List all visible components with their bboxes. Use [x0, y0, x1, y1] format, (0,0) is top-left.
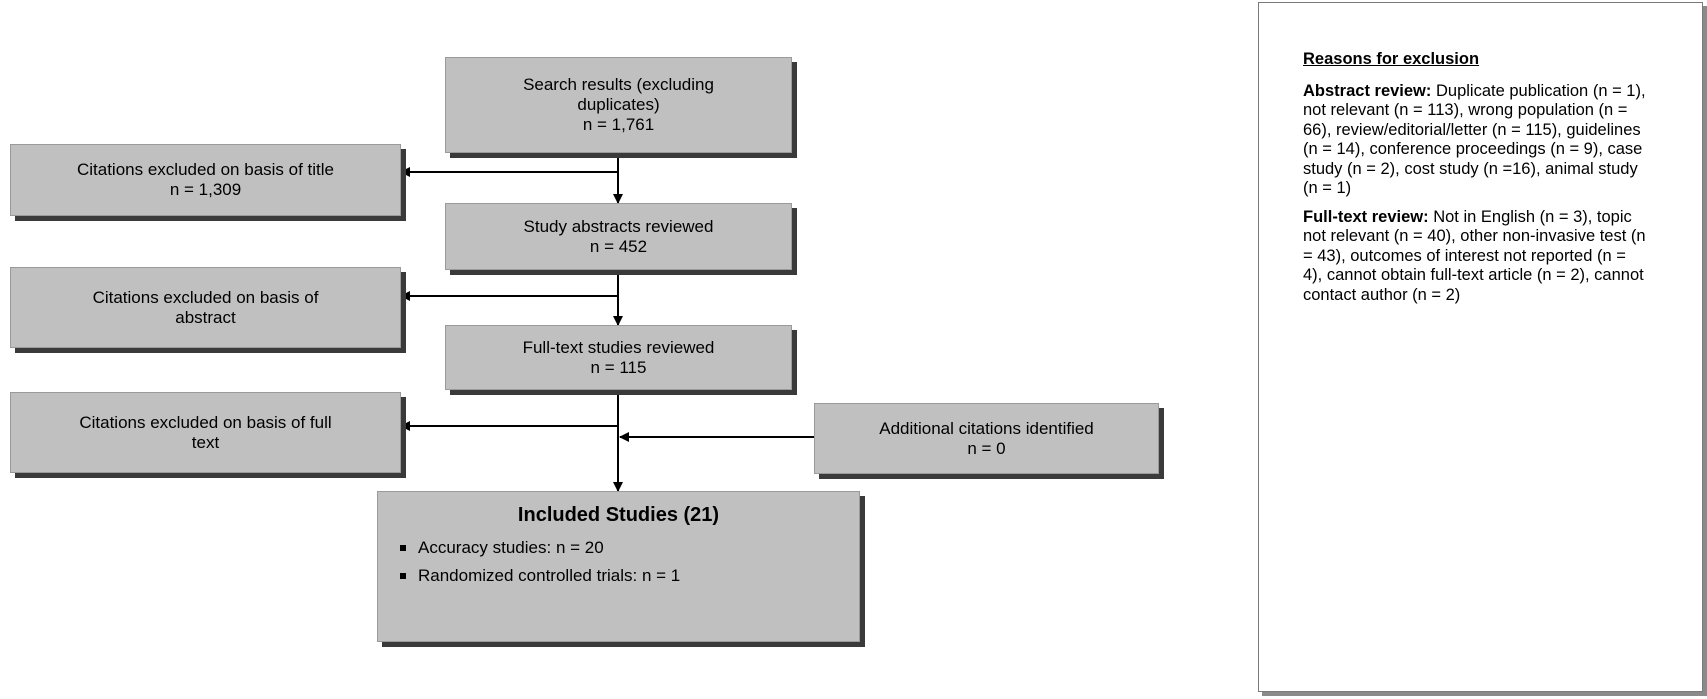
fulltext-review-label: Full-text review:	[1303, 207, 1429, 226]
search-results-line1: Search results (excluding	[523, 75, 714, 94]
search-results-box: Search results (excluding duplicates) n …	[445, 57, 792, 153]
excluded-title-label: Citations excluded on basis of title	[76, 160, 335, 179]
abstracts-reviewed-box: Study abstracts reviewed n = 452	[445, 203, 792, 270]
excluded-fulltext-line2: text	[191, 432, 220, 452]
reasons-title: Reasons for exclusion	[1303, 50, 1480, 68]
excluded-title-count: n = 1,309	[169, 180, 242, 199]
excluded-fulltext-box: Citations excluded on basis of full text	[10, 392, 401, 473]
abstracts-reviewed-count: n = 452	[589, 236, 648, 256]
fulltext-review-reasons: Full-text review: Not in English (n = 3)…	[1303, 208, 1648, 306]
excluded-abstract-line1: Citations excluded on basis of	[92, 287, 319, 307]
included-studies-box: Included Studies (21) Accuracy studies: …	[377, 491, 860, 642]
excluded-abstract-line2: abstract	[175, 307, 236, 327]
search-results-line2: duplicates)	[577, 95, 660, 114]
abstract-review-label: Abstract review:	[1303, 81, 1432, 100]
abstract-review-reasons: Abstract review: Duplicate publication (…	[1303, 82, 1648, 199]
list-item: Randomized controlled trials: n = 1	[400, 562, 859, 590]
abstract-review-text: Duplicate publication (n = 1), not relev…	[1303, 81, 1646, 198]
included-studies-list: Accuracy studies: n = 20 Randomized cont…	[378, 534, 859, 590]
additional-citations-label: Additional citations identified	[879, 418, 1094, 438]
additional-citations-box: Additional citations identified n = 0	[814, 403, 1159, 474]
additional-citations-count: n = 0	[967, 438, 1006, 458]
list-item: Accuracy studies: n = 20	[400, 534, 859, 562]
fulltext-reviewed-count: n = 115	[590, 357, 647, 377]
fulltext-reviewed-box: Full-text studies reviewed n = 115	[445, 325, 792, 390]
included-studies-title: Included Studies (21)	[517, 504, 720, 526]
excluded-fulltext-line1: Citations excluded on basis of full	[79, 412, 332, 432]
search-results-count: n = 1,761	[582, 115, 655, 134]
reasons-for-exclusion-panel: Reasons for exclusion Abstract review: D…	[1258, 2, 1703, 692]
excluded-title-box: Citations excluded on basis of title n =…	[10, 144, 401, 216]
fulltext-review-text: Not in English (n = 3), topic not releva…	[1303, 207, 1646, 304]
excluded-abstract-box: Citations excluded on basis of abstract	[10, 267, 401, 348]
fulltext-reviewed-label: Full-text studies reviewed	[522, 337, 715, 357]
abstracts-reviewed-label: Study abstracts reviewed	[523, 216, 714, 236]
